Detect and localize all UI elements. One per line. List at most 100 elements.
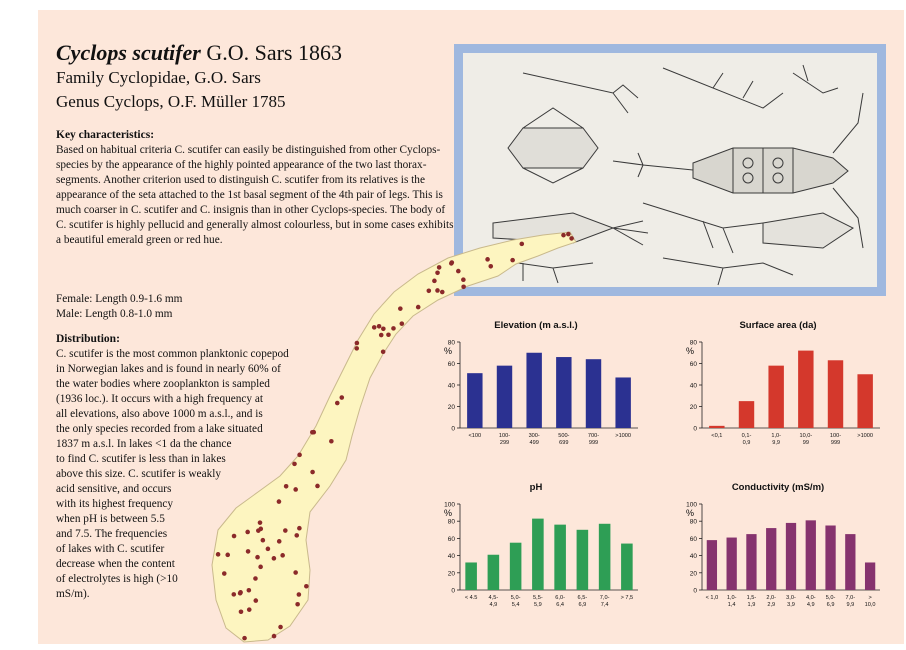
- chart-bar: [857, 374, 873, 428]
- locality-dot: [436, 265, 442, 270]
- locality-dot: [426, 288, 432, 294]
- ph-chart-plot: % 0 20 40 60 80 100 < 4.5 4,5-4,9 5,0-5,4 5,5-5,9 6…: [444, 502, 638, 608]
- chart-bar: [845, 534, 856, 590]
- genus-line: Genus Cyclops, O.F. Müller 1785: [56, 92, 286, 111]
- locality-dot: [297, 525, 302, 531]
- distribution-line: when pH is between 5.5: [56, 513, 165, 525]
- locality-dot: [294, 533, 300, 538]
- x-tick-label: 999: [831, 440, 840, 446]
- locality-dot: [569, 236, 574, 241]
- x-tick-label: 2,9: [767, 602, 775, 608]
- locality-dot: [435, 288, 440, 293]
- x-tick-label: 999: [589, 440, 598, 446]
- y-tick-label: 60: [448, 361, 456, 368]
- locality-dot: [283, 484, 289, 489]
- chart-bar: [738, 401, 755, 428]
- chart-bar: [768, 365, 784, 428]
- x-tick-label: 7,0-: [846, 595, 856, 601]
- distribution-line: in Norwegian lakes and is found in nearl…: [56, 363, 281, 375]
- y-tick-label: 100: [444, 502, 455, 509]
- x-tick-label: 5,0-: [826, 595, 836, 601]
- y-tick-label: 20: [690, 404, 698, 411]
- locality-dot: [398, 306, 403, 311]
- locality-dot: [461, 284, 466, 290]
- y-tick-label: 20: [448, 570, 456, 577]
- locality-dot: [354, 340, 360, 346]
- chart-bar: [709, 425, 725, 428]
- chart-bar: [598, 523, 611, 590]
- locality-dot: [246, 587, 252, 593]
- x-tick-label: 7,0-: [600, 595, 610, 601]
- x-tick-label: < 1,0: [706, 595, 719, 601]
- locality-dot: [221, 571, 227, 576]
- x-tick-label: 700-: [588, 433, 599, 439]
- chart-bar: [532, 518, 544, 590]
- distribution-line: C. scutifer is the most common planktoni…: [56, 348, 289, 360]
- x-tick-label: 1,0-: [727, 595, 737, 601]
- y-tick-label: 0: [451, 588, 455, 595]
- locality-dot: [295, 601, 300, 607]
- y-tick-label: 40: [690, 383, 698, 390]
- distribution-line: all elevations, also above 1000 m a.s.l.…: [56, 408, 263, 420]
- chart-bar: [798, 350, 814, 428]
- x-tick-label: 2,0-: [766, 595, 776, 601]
- distribution-line: mS/m).: [56, 588, 90, 600]
- species-author: G.O. Sars 1863: [206, 40, 342, 65]
- chart-bar: [467, 373, 483, 428]
- chart-bar: [487, 554, 500, 590]
- x-tick-label: > 7,5: [621, 595, 634, 601]
- elevation-chart: Elevation (m a.s.l.) % 0 20 40 60 80 <100 100- 2…: [426, 320, 646, 460]
- distribution-line: the only species recorded from a lake si…: [56, 423, 263, 435]
- locality-dot: [292, 461, 297, 467]
- sample-locality-dots: [215, 231, 574, 641]
- distribution-line: the water bodies where zooplankton is sa…: [56, 378, 270, 390]
- locality-dot: [354, 346, 360, 351]
- locality-dot: [315, 483, 320, 489]
- locality-dot: [519, 241, 525, 247]
- chart-bar: [576, 529, 589, 590]
- distribution-line: decrease when the content: [56, 558, 175, 570]
- locality-dot: [456, 268, 461, 274]
- y-tick-label: 20: [448, 404, 456, 411]
- x-tick-label: 10,0: [865, 602, 876, 608]
- key-characteristics-heading: Key characteristics:: [56, 129, 155, 141]
- norway-distribution-map: [211, 231, 577, 643]
- y-tick-label: 60: [690, 536, 698, 543]
- x-tick-label: < 4.5: [465, 595, 478, 601]
- locality-dot: [280, 553, 285, 558]
- chart-bar: [746, 534, 757, 590]
- locality-dot: [225, 552, 231, 558]
- locality-dot: [231, 592, 237, 597]
- locality-dot: [245, 549, 251, 554]
- locality-dot: [415, 304, 421, 310]
- x-tick-label: 3,0-: [786, 595, 796, 601]
- x-tick-label: 4,0-: [806, 595, 816, 601]
- x-tick-label: 0,9: [743, 440, 751, 446]
- female-length: Female: Length 0.9-1.6 mm: [56, 293, 183, 305]
- x-tick-label: 6,9: [578, 602, 586, 608]
- locality-dot: [278, 624, 283, 630]
- x-tick-label: 500-: [558, 433, 569, 439]
- species-name: Cyclops scutifer: [56, 40, 201, 65]
- locality-dot: [380, 349, 386, 355]
- x-tick-label: 9,9: [772, 440, 780, 446]
- family-line: Family Cyclopidae, G.O. Sars: [56, 68, 261, 87]
- locality-dot: [510, 257, 515, 263]
- locality-dot: [271, 633, 277, 639]
- key-characteristics-text: Based on habitual criteria C. scutifer c…: [56, 144, 454, 246]
- measurements-section: Female: Length 0.9-1.6 mm Male: Length 0…: [56, 292, 356, 322]
- locality-dot: [435, 270, 440, 276]
- locality-dot: [231, 533, 237, 539]
- elevation-chart-plot: % 0 20 40 60 80 <100 100-299 300-499 500-699 700-9…: [444, 340, 638, 446]
- locality-dot: [449, 260, 455, 265]
- chart-bar: [615, 377, 631, 428]
- chart-bar: [496, 365, 513, 428]
- chart-bar: [766, 528, 777, 590]
- locality-dot: [255, 554, 260, 560]
- locality-dot: [297, 452, 302, 458]
- ph-chart-title: pH: [529, 482, 543, 493]
- locality-dot: [276, 539, 282, 544]
- y-axis-label: %: [444, 508, 452, 518]
- locality-dot: [386, 332, 391, 338]
- locality-dot: [461, 277, 466, 283]
